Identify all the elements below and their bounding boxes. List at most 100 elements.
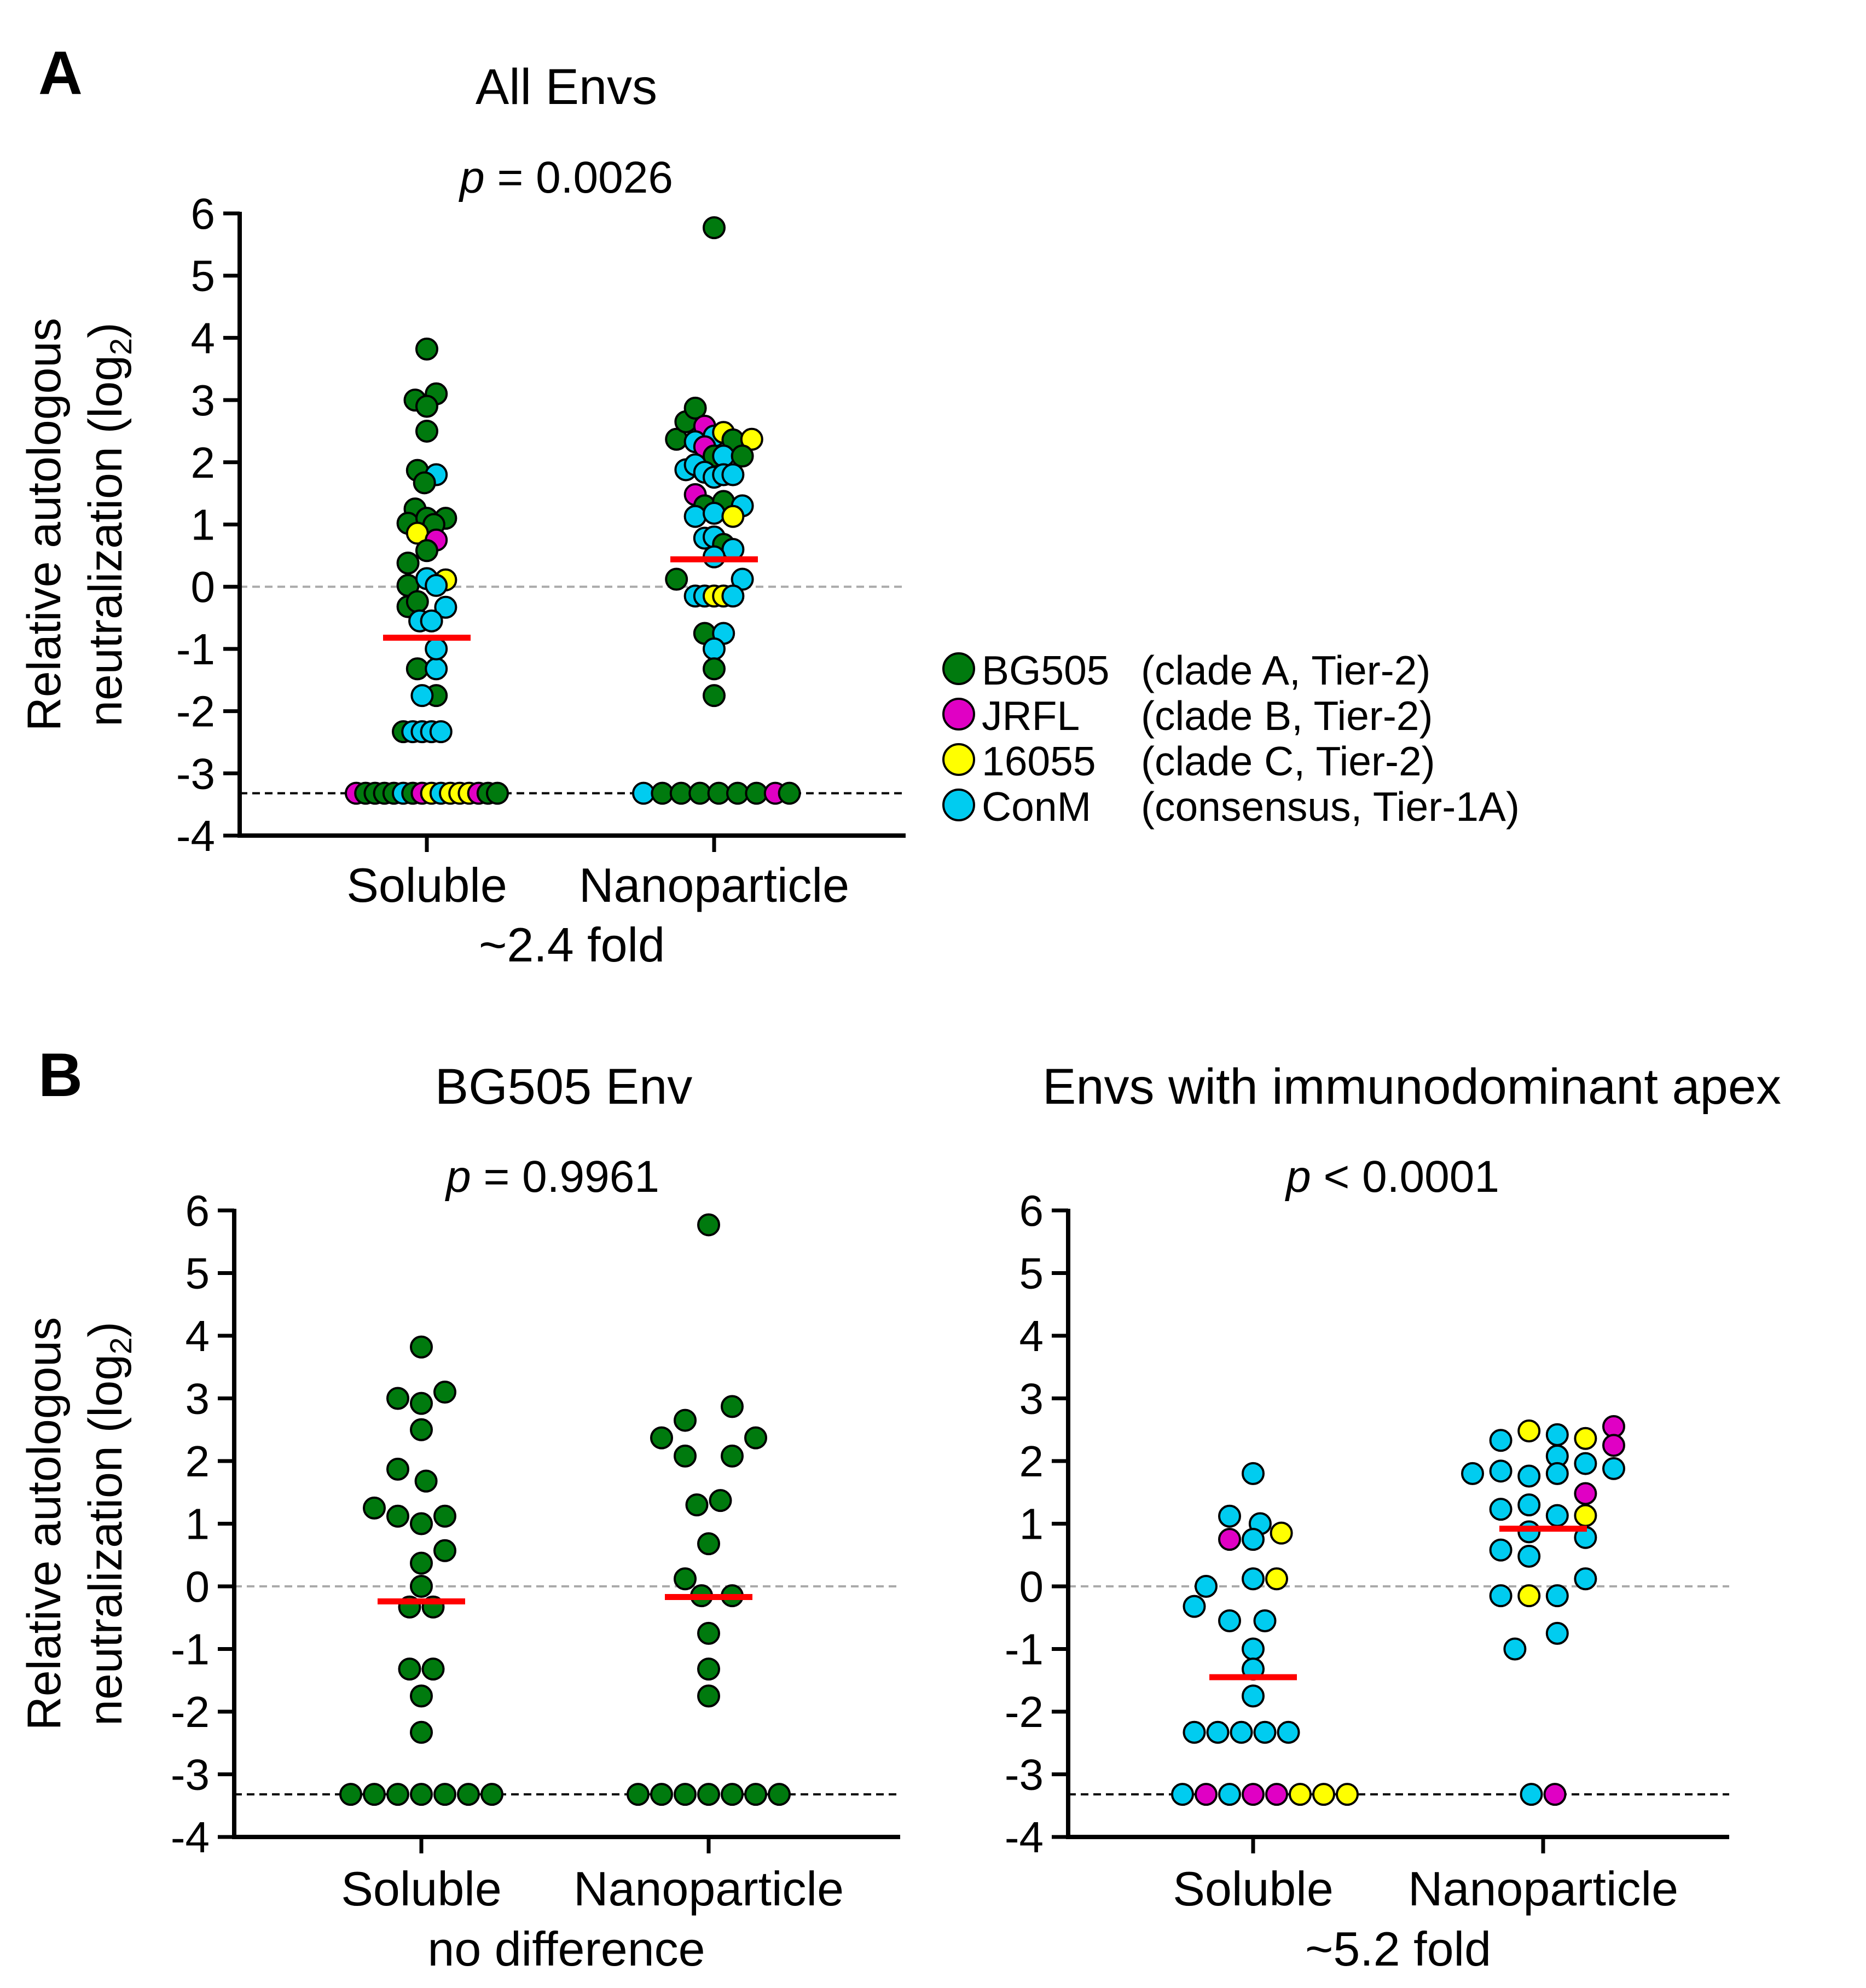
p-value-label: p = 0.9961: [444, 1152, 659, 1202]
data-point-conm: [1489, 1429, 1512, 1452]
legend-marker-conm: [942, 789, 975, 821]
y-tick-label: 2: [186, 1437, 210, 1486]
data-point-jrfl: [1195, 1783, 1218, 1806]
data-point-conm: [425, 657, 448, 681]
legend-item-bg505: BG505 (clade A, Tier-2): [942, 647, 1430, 693]
data-point-bg505: [410, 1684, 433, 1708]
data-point-bg505: [697, 1657, 720, 1681]
chart-title: Envs with immunodominant apex: [1042, 1059, 1781, 1115]
data-point-conm: [1242, 1528, 1265, 1551]
y-tick-label: 2: [1019, 1437, 1044, 1486]
legend-item-16055: 16055 (clade C, Tier-2): [942, 738, 1435, 784]
y-tick-label: 3: [191, 376, 216, 425]
data-point-bg505: [363, 1783, 386, 1806]
legend: BG505 (clade A, Tier-2) JRFL (clade B, T…: [942, 647, 1520, 830]
y-tick-label: -3: [176, 749, 215, 798]
y-tick-label: 2: [191, 438, 216, 487]
legend-marker-bg505: [942, 652, 975, 685]
y-tick-label: -1: [176, 625, 215, 674]
data-point-conm: [1242, 1684, 1265, 1708]
y-tick-label: 5: [186, 1249, 210, 1298]
data-point-bg505: [683, 396, 707, 420]
legend-marker-16055: [942, 743, 975, 776]
data-point-bg505: [707, 781, 731, 805]
data-point-conm: [1517, 1520, 1541, 1544]
fold-change-label: ~2.4 fold: [479, 918, 665, 972]
data-point-bg505: [721, 1395, 744, 1418]
data-point-16055: [1336, 1783, 1359, 1806]
x-category-label: Nanoparticle: [579, 858, 849, 912]
data-point-conm: [703, 502, 726, 525]
data-point-conm: [425, 573, 448, 597]
data-point-bg505: [650, 1783, 673, 1806]
data-point-bg505: [433, 1381, 456, 1404]
data-point-bg505: [744, 1426, 767, 1450]
data-point-bg505: [405, 590, 429, 613]
data-point-bg505: [745, 781, 768, 805]
data-point-bg505: [398, 1657, 421, 1681]
y-tick-label: 1: [186, 1500, 210, 1549]
data-point-conm: [632, 781, 655, 805]
y-tick-label: -2: [1005, 1688, 1044, 1736]
data-point-conm: [1545, 1462, 1569, 1485]
data-point-bg505: [410, 1720, 433, 1744]
data-point-conm: [429, 720, 453, 744]
data-point-bg505: [410, 1551, 433, 1575]
data-point-conm: [1489, 1538, 1512, 1562]
y-tick-label: 3: [1019, 1375, 1044, 1423]
y-tick-label: -3: [171, 1751, 210, 1799]
data-point-bg505: [415, 395, 438, 418]
y-axis-label-line1: Relative autologous: [18, 1317, 71, 1730]
data-point-bg505: [731, 444, 754, 468]
data-point-conm: [683, 505, 707, 528]
data-point-conm: [1230, 1720, 1253, 1744]
y-tick-label: 5: [1019, 1249, 1044, 1298]
p-value-label: p < 0.0001: [1284, 1152, 1499, 1202]
data-point-16055: [1312, 1783, 1335, 1806]
data-point-conm: [1489, 1584, 1512, 1608]
data-point-bg505: [386, 1504, 409, 1528]
data-point-bg505: [674, 1409, 697, 1432]
data-point-bg505: [386, 1457, 409, 1481]
y-tick-label: 1: [1019, 1500, 1044, 1549]
x-category-label: Soluble: [346, 858, 507, 912]
data-point-conm: [1183, 1720, 1206, 1744]
data-point-conm: [1206, 1720, 1230, 1744]
data-point-bg505: [480, 1783, 503, 1806]
data-point-jrfl: [1602, 1434, 1625, 1457]
data-point-bg505: [744, 1783, 767, 1806]
y-tick-label: -1: [171, 1625, 210, 1674]
x-category-label: Nanoparticle: [573, 1862, 844, 1916]
data-point-bg505: [386, 1387, 409, 1410]
data-point-conm: [1520, 1783, 1543, 1806]
data-point-bg505: [414, 1469, 438, 1493]
data-point-conm: [1218, 1609, 1241, 1632]
data-point-bg505: [415, 337, 438, 361]
y-tick-label: 6: [191, 189, 216, 238]
data-point-conm: [1183, 1595, 1206, 1618]
data-point-bg505: [674, 1783, 697, 1806]
data-point-bg505: [674, 1567, 697, 1591]
x-category-label: Soluble: [341, 1862, 502, 1916]
data-point-conm: [1517, 1493, 1541, 1517]
data-point-bg505: [703, 216, 726, 240]
data-point-bg505: [651, 781, 674, 805]
legend-marker-jrfl: [942, 698, 975, 731]
data-point-conm: [1461, 1462, 1484, 1485]
panel-a-all-envs: All Envs p = 0.0026 6 5 4 3 2 1 0 -1 -2 -3 -4 Soluble…: [18, 59, 906, 972]
data-point-conm: [1545, 1621, 1569, 1645]
y-tick-label: -1: [1005, 1625, 1044, 1674]
data-point-conm: [1253, 1720, 1277, 1744]
data-point-conm: [1218, 1504, 1241, 1528]
data-point-bg505: [410, 1783, 433, 1806]
y-tick-label: 5: [191, 252, 216, 300]
data-point-conm: [1517, 1545, 1541, 1568]
data-point-bg505: [415, 539, 438, 563]
data-point-bg505: [386, 1783, 409, 1806]
data-point-jrfl: [1265, 1783, 1288, 1806]
data-point-bg505: [410, 1392, 433, 1415]
y-tick-label: 6: [186, 1186, 210, 1235]
fold-change-label: ~5.2 fold: [1305, 1922, 1491, 1976]
data-point-conm: [1242, 1567, 1265, 1591]
data-point-bg505: [709, 1489, 732, 1512]
